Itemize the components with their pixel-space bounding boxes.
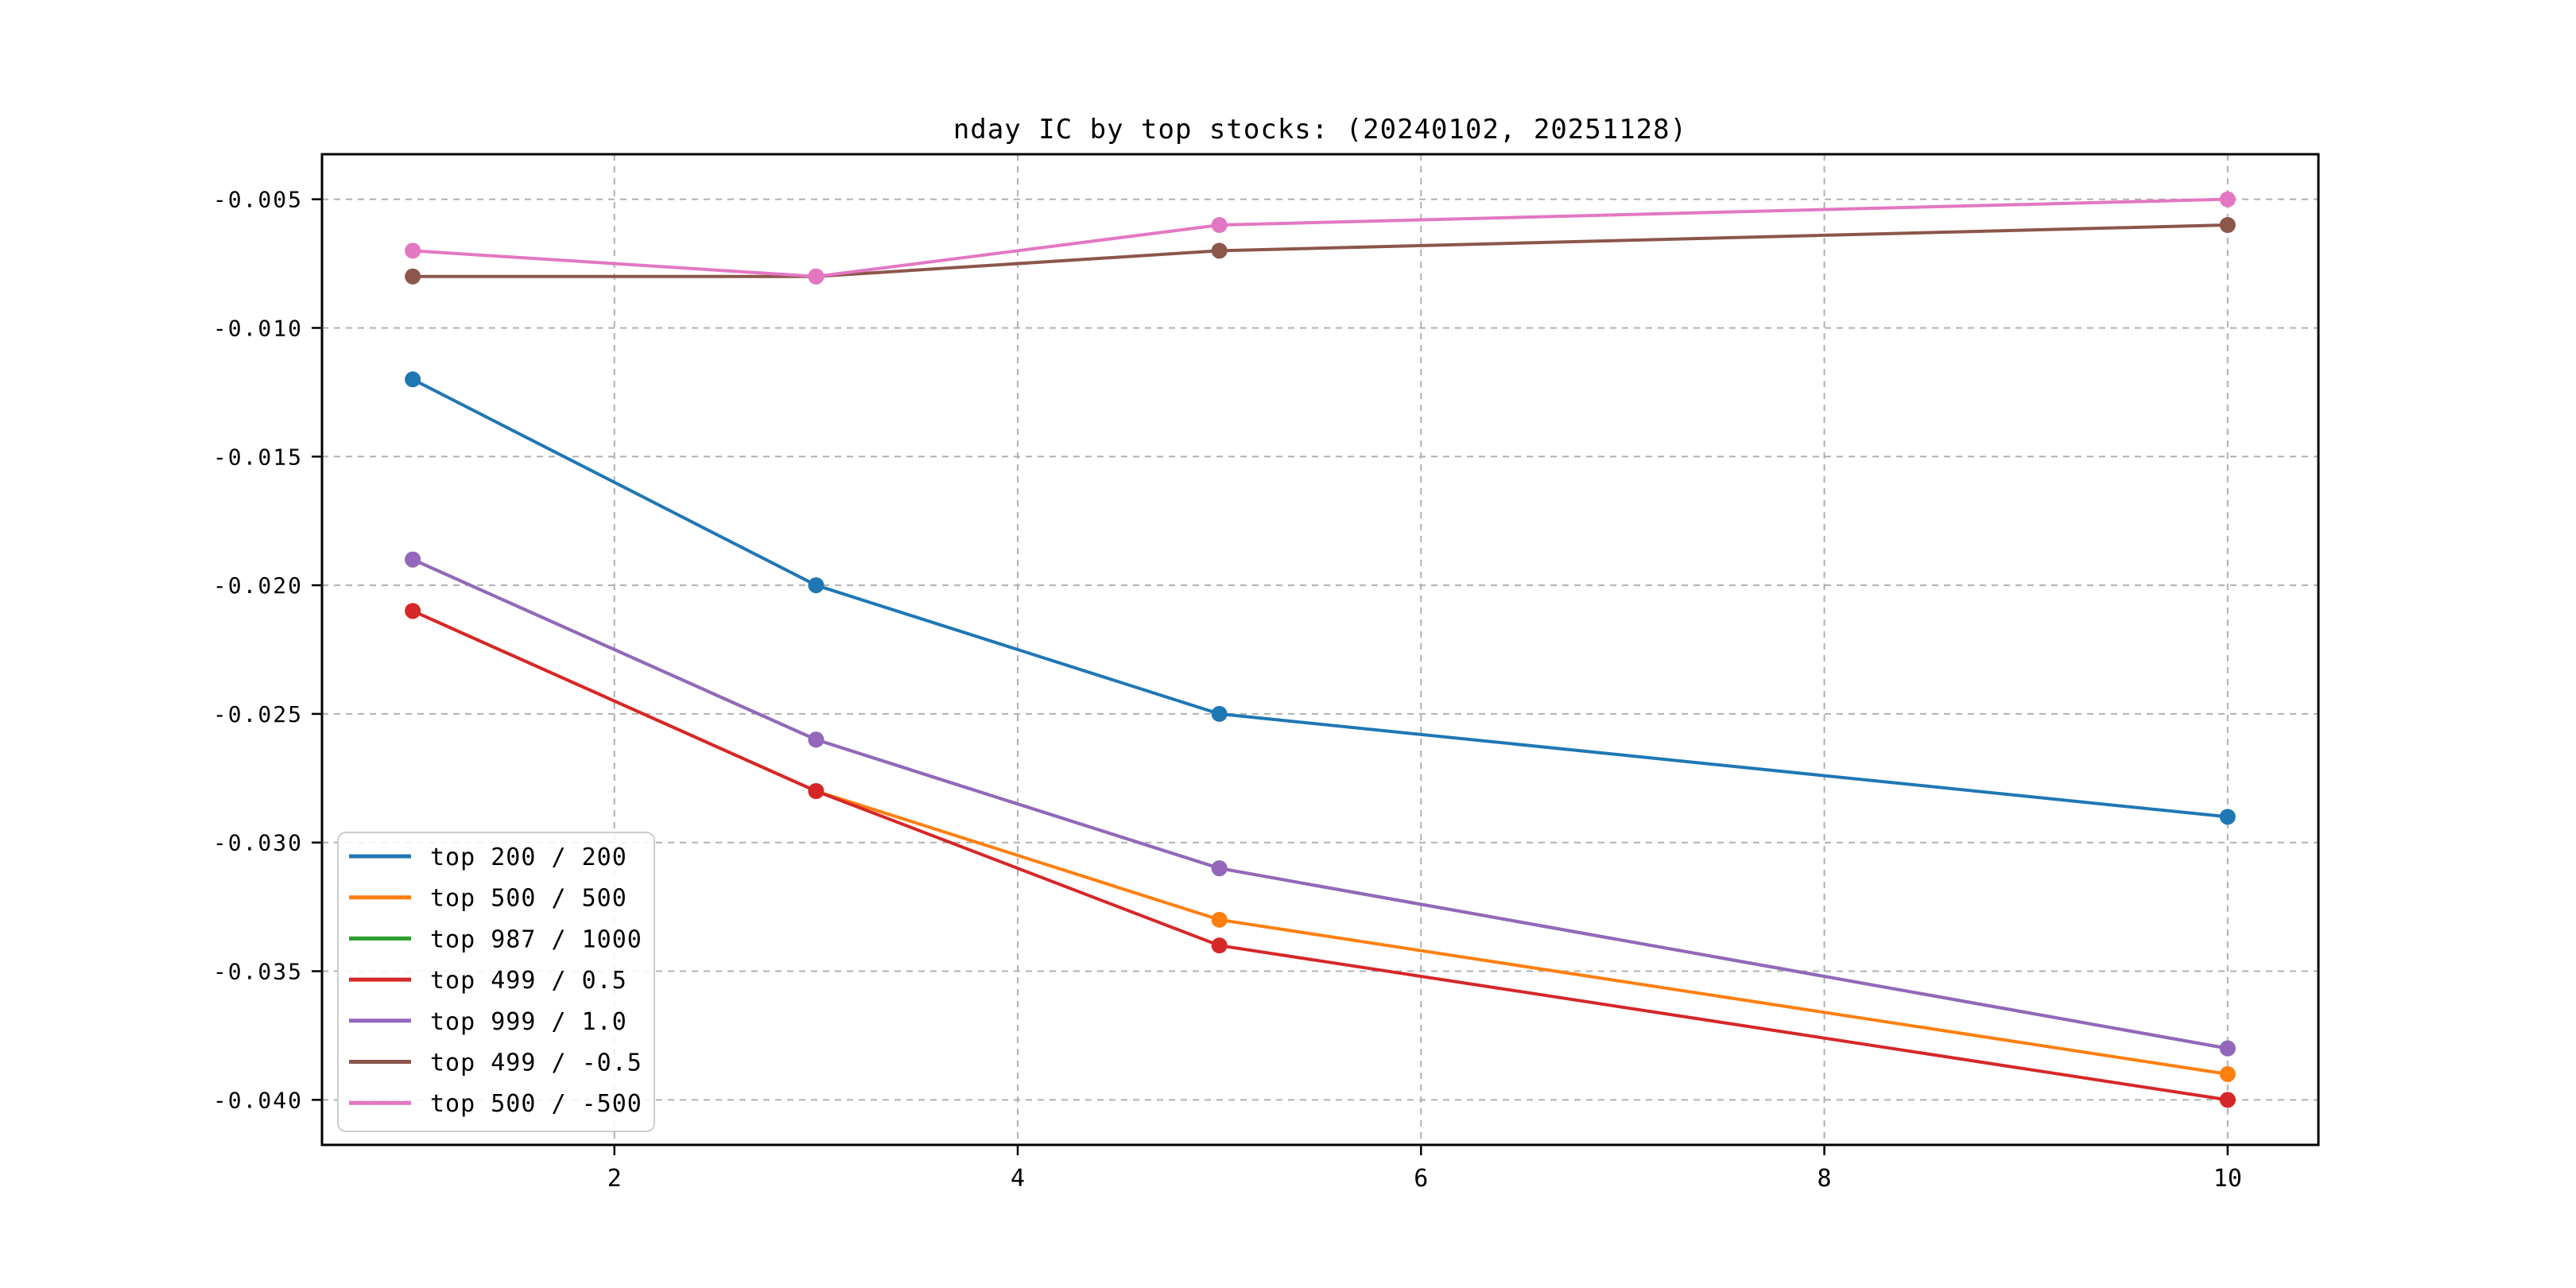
legend-item-3: top 499 / 0.5 — [349, 967, 627, 995]
legend-label-1: top 500 / 500 — [430, 885, 627, 913]
series-line-5 — [411, 223, 2229, 278]
series-0-marker-2 — [1211, 705, 1228, 722]
ytick-label-7: -0.040 — [213, 1087, 303, 1113]
series-5-marker-0 — [405, 268, 421, 285]
series-3-marker-2 — [1211, 937, 1228, 954]
ytick-label-2: -0.015 — [213, 444, 303, 470]
series-4-marker-3 — [2219, 1040, 2236, 1057]
series-4-marker-0 — [405, 551, 421, 568]
ytick-label-0: -0.005 — [213, 187, 303, 213]
series-line-6 — [411, 197, 2229, 278]
ytick-label-5: -0.030 — [213, 830, 303, 856]
series-line-4 — [411, 557, 2229, 1050]
series-6-marker-3 — [2219, 191, 2236, 208]
series-0-marker-1 — [808, 577, 824, 594]
series-5-marker-3 — [2219, 217, 2236, 233]
legend-item-0: top 200 / 200 — [349, 844, 627, 871]
ytick-label-1: -0.010 — [213, 315, 303, 341]
xtick-label-10: 10 — [2213, 1165, 2242, 1193]
series-line-0 — [411, 378, 2229, 819]
series-5-marker-2 — [1211, 242, 1228, 259]
legend-item-4: top 999 / 1.0 — [349, 1008, 627, 1036]
series-0-marker-0 — [405, 371, 421, 388]
series-1-marker-2 — [1211, 911, 1228, 928]
legend-label-0: top 200 / 200 — [430, 844, 627, 871]
ytick-label-6: -0.035 — [213, 959, 303, 985]
legend-label-4: top 999 / 1.0 — [430, 1008, 627, 1036]
series-4-marker-1 — [808, 731, 824, 748]
legend-label-2: top 987 / 1000 — [430, 925, 642, 953]
ytick-label-3: -0.020 — [213, 572, 303, 599]
ytick-label-4: -0.025 — [213, 701, 303, 727]
series-4-marker-2 — [1211, 860, 1228, 877]
xtick-label-6: 6 — [1414, 1165, 1428, 1193]
legend-label-6: top 500 / -500 — [430, 1090, 642, 1118]
ticks: 2 4 6 8 10 -0.005 -0.010 -0.015 -0.020 -0.025 -0.0… — [213, 187, 2242, 1193]
legend-item-2: top 987 / 1000 — [349, 925, 642, 953]
legend: top 200 / 200 top 500 / 500 top 987 / 1000… — [337, 832, 655, 1132]
series-3-marker-0 — [405, 603, 421, 619]
series-0-marker-3 — [2219, 809, 2236, 825]
series-6-marker-2 — [1211, 217, 1228, 233]
series-3-marker-1 — [808, 783, 824, 799]
xtick-label-4: 4 — [1011, 1165, 1025, 1193]
legend-box — [337, 832, 655, 1132]
xtick-label-2: 2 — [607, 1165, 622, 1193]
legend-item-5: top 499 / -0.5 — [349, 1049, 642, 1077]
legend-item-6: top 500 / -500 — [349, 1090, 642, 1118]
xtick-label-8: 8 — [1818, 1165, 1832, 1193]
series-3-marker-3 — [2219, 1092, 2236, 1108]
legend-label-5: top 499 / -0.5 — [430, 1049, 642, 1077]
series-1-marker-3 — [2219, 1066, 2236, 1082]
series-line-3 — [411, 609, 2229, 1102]
series-6-marker-1 — [808, 268, 824, 285]
series-6-marker-0 — [405, 242, 421, 259]
legend-item-1: top 500 / 500 — [349, 885, 627, 913]
legend-label-3: top 499 / 0.5 — [430, 967, 627, 995]
series-group — [405, 191, 2236, 1108]
axes-frame — [320, 153, 2320, 1146]
chart-title: nday IC by top stocks: (20240102, 202511… — [952, 114, 1688, 145]
series-line-2 — [411, 557, 2229, 1050]
